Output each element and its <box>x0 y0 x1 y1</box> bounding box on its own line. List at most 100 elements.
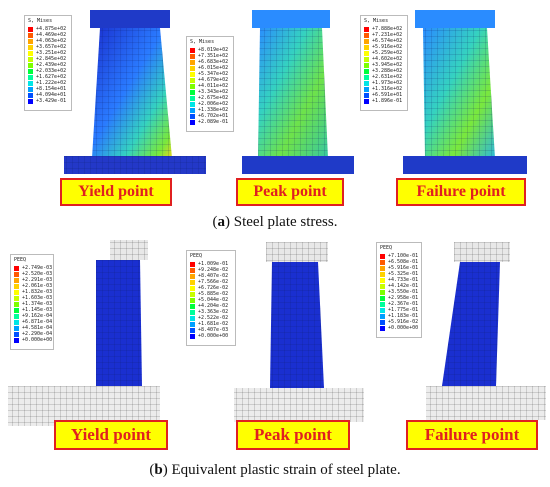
legend-entry: +1.603e-03 <box>14 295 52 301</box>
legend-entry: +1.973e+02 <box>364 80 404 86</box>
legend-value: +1.896e-01 <box>372 98 403 104</box>
legend-entry: +2.631e+02 <box>364 74 404 80</box>
legend-entry: +3.945e+02 <box>364 62 404 68</box>
legend-swatch <box>190 107 195 113</box>
legend-value: +2.006e+02 <box>198 101 229 107</box>
legend-swatch <box>190 327 195 333</box>
legend-swatch <box>380 259 385 265</box>
legend-value: +2.089e-01 <box>198 119 229 125</box>
legend-entry: +1.009e-01 <box>190 261 232 267</box>
legend-value: +4.469e+02 <box>36 32 67 38</box>
legend-entry: +1.681e-02 <box>190 321 232 327</box>
legend-swatch <box>380 265 385 271</box>
legend-entry: +1.145e-03 <box>14 307 53 313</box>
legend-swatch <box>14 325 19 331</box>
legend-swatch <box>14 313 19 319</box>
legend-entry: +2.522e-02 <box>190 315 232 321</box>
legend-swatch <box>190 95 195 101</box>
legend-swatch <box>28 62 33 68</box>
legend-swatch <box>364 32 369 38</box>
legend-entry: +6.015e+02 <box>190 65 230 71</box>
legend-value: +4.602e+02 <box>372 56 403 62</box>
legend-entry: +1.222e+02 <box>28 80 68 86</box>
legend-swatch <box>14 265 19 271</box>
legend-entry: +2.675e+02 <box>190 95 230 101</box>
caption-a: (a) Steel plate stress. <box>212 214 338 230</box>
legend-value: +6.702e+01 <box>198 113 229 119</box>
legend-entry: +1.338e+02 <box>190 107 230 113</box>
legend-value: +1.338e+02 <box>198 107 229 113</box>
legend-value: +5.916e-02 <box>388 319 419 325</box>
legend-swatch <box>190 89 195 95</box>
legend-title: PEEQ <box>190 253 203 259</box>
legend-entry: +5.916e-02 <box>380 319 418 325</box>
legend-entry: +2.291e-03 <box>14 277 53 283</box>
legend-value: +2.439e+02 <box>36 62 67 68</box>
legend-swatch <box>14 289 19 295</box>
legend-value: +4.204e-02 <box>198 303 229 309</box>
legend-entry: +2.845e+02 <box>28 56 68 62</box>
legend-value: +0.000e+00 <box>388 325 419 331</box>
legend-swatch <box>380 283 385 289</box>
legend-swatch <box>364 56 369 62</box>
legend-value: +2.367e-01 <box>388 301 419 307</box>
legend-entry: +1.775e-01 <box>380 307 418 313</box>
caption-letter: b <box>154 462 163 478</box>
legend-entry: +1.832e-03 <box>14 289 52 295</box>
legend-entry: +0.000e+00 <box>380 325 418 331</box>
legend-value: +5.916e-01 <box>388 265 419 271</box>
legend-value: +3.251e+02 <box>36 50 67 56</box>
legend-swatch <box>190 261 195 267</box>
legend-value: +0.000e+00 <box>198 333 229 339</box>
legend-value: +7.566e-02 <box>198 279 229 285</box>
legend-swatch <box>14 307 19 313</box>
legend-value: +1.183e-01 <box>388 313 419 319</box>
legend-swatch <box>28 56 33 62</box>
legend-swatch <box>190 65 195 71</box>
caption-text: Steel plate stress. <box>230 214 338 230</box>
legend-entry: +4.011e+02 <box>190 83 230 89</box>
legend-swatch <box>380 325 385 331</box>
peak-point-label: Peak point <box>236 178 344 206</box>
legend-value: +9.162e-04 <box>22 313 53 319</box>
legend-entry: +5.916e+02 <box>364 44 404 50</box>
legend-value: +1.145e-03 <box>22 307 53 313</box>
legend-value: +1.775e-01 <box>388 307 419 313</box>
legend-entry: +2.033e+02 <box>28 68 68 74</box>
legend-value: +4.875e+02 <box>36 26 67 32</box>
legend-value: +6.871e-04 <box>22 319 53 325</box>
legend-value: +4.733e-01 <box>388 277 419 283</box>
failure-stress-column-image <box>403 10 527 174</box>
legend-value: +9.248e-02 <box>198 267 229 273</box>
legend-swatch <box>364 44 369 50</box>
legend-swatch <box>380 307 385 313</box>
legend-entry: +7.231e+02 <box>364 32 404 38</box>
legend-value: +2.675e+02 <box>198 95 229 101</box>
legend-entry: +4.204e-02 <box>190 303 232 309</box>
legend-entry: +2.290e-04 <box>14 331 52 337</box>
legend-value: +6.683e+02 <box>198 59 229 65</box>
legend-entry: +4.142e-01 <box>380 283 418 289</box>
legend-value: +2.061e-03 <box>22 283 53 289</box>
legend-swatch <box>28 38 33 44</box>
legend-swatch <box>28 98 33 104</box>
legend-swatch <box>380 253 385 259</box>
legend-entry: +6.702e+01 <box>190 113 230 119</box>
legend-title: PEEQ <box>380 245 393 251</box>
legend-swatch <box>190 267 195 273</box>
legend-value: +8.019e+02 <box>198 47 229 53</box>
legend-entry: +5.325e-01 <box>380 271 418 277</box>
legend-swatch <box>190 59 195 65</box>
legend-entry: +4.581e-04 <box>14 325 52 331</box>
legend-entry: +9.248e-02 <box>190 267 232 273</box>
legend-entry: +1.374e-03 <box>14 301 52 307</box>
legend-swatch <box>14 271 19 277</box>
legend-value: +4.094e+01 <box>36 92 67 98</box>
legend-entry: +2.367e-01 <box>380 301 418 307</box>
legend-swatch <box>190 285 195 291</box>
legend-swatch <box>380 271 385 277</box>
legend-title: S, Mises <box>28 18 53 24</box>
legend-value: +2.291e-03 <box>22 277 53 283</box>
legend-value: +6.591e+01 <box>372 92 403 98</box>
legend-value: +7.888e+02 <box>372 26 403 32</box>
